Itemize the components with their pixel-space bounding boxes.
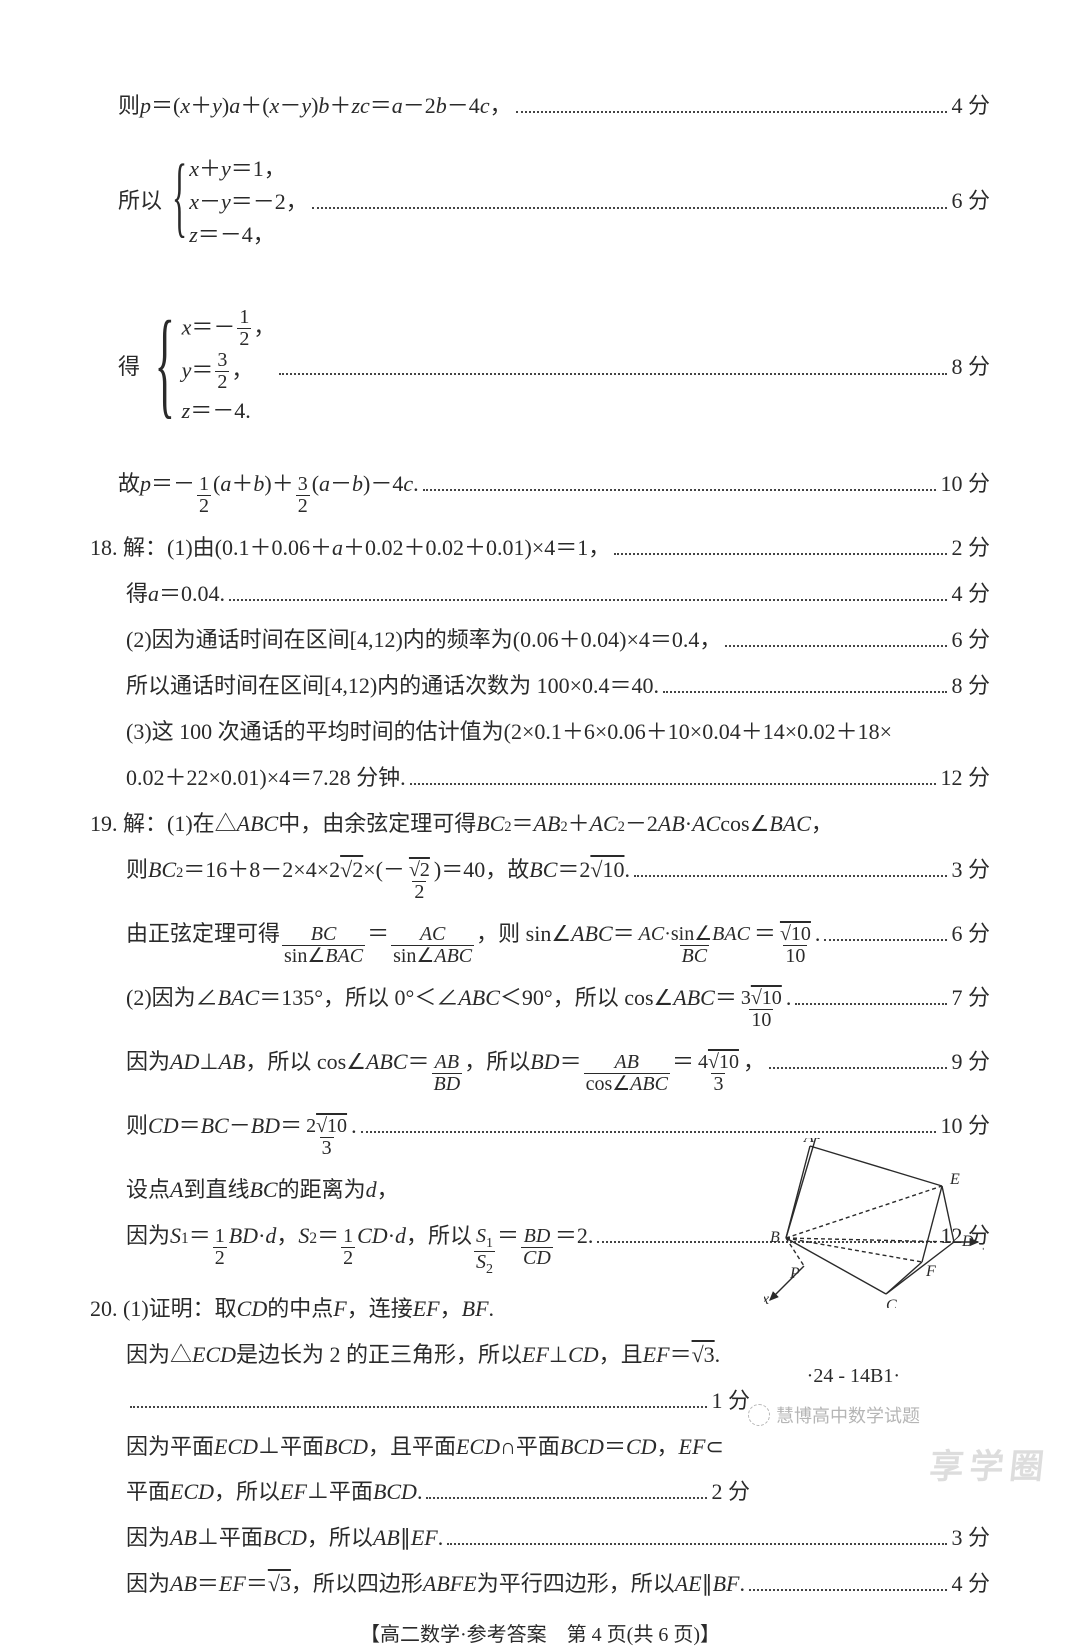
math-text: 则 p＝(x＋y)a＋(x－y)b＋zc＝a－2b－4c， — [118, 90, 512, 122]
step-line: 因为平面 ECD⊥平面 BCD，且平面 ECD∩平面 BCD＝CD，EF⊂ — [90, 1431, 990, 1463]
prefix: 得 — [118, 351, 140, 383]
step-line: (2)因为通话时间在区间[4,12)内的频率为(0.06＋0.04)×4＝0.4… — [90, 624, 990, 656]
score: 12 分 — [940, 762, 990, 794]
score: 6 分 — [951, 185, 990, 217]
svg-text:C: C — [886, 1297, 897, 1308]
score: 10 分 — [940, 468, 990, 500]
step-line: (3)这 100 次通话的平均时间的估计值为(2×0.1＋6×0.06＋10×0… — [90, 716, 990, 748]
score: 2 分 — [711, 1476, 750, 1508]
svg-text:D: D — [961, 1233, 974, 1250]
geometry-figure: ABCDEFPxyz — [764, 1138, 984, 1308]
wechat-text: 慧博高中数学试题 — [776, 1402, 920, 1428]
leader-dots — [516, 91, 948, 113]
leader-dots — [312, 187, 948, 209]
footer-text: 【高二数学·参考答案 第 4 页(共 6 页)】 — [360, 1624, 720, 1646]
svg-text:x: x — [764, 1291, 769, 1308]
svg-text:P: P — [789, 1265, 800, 1282]
score: 10 分 — [940, 1110, 990, 1142]
text: (2)因为通话时间在区间[4,12)内的频率为(0.06＋0.04)×4＝0.4… — [126, 624, 721, 656]
brace-content: x＝－12， y＝32， z＝－4. — [182, 308, 276, 427]
step-line: (2)因为∠BAC＝135°，所以 0°＜∠ABC＜90°，所以 cos∠ABC… — [90, 982, 990, 1032]
step-line: 平面 ECD，所以 EF⊥平面 BCD. 2 分 — [90, 1476, 990, 1508]
step-line: 因为 AD⊥AB，所以 cos∠ABC＝ABBD，所以 BD＝ABcos∠ABC… — [90, 1046, 990, 1096]
brace-content: x＋y＝1， x－y＝－2， z＝－4， — [189, 152, 308, 251]
score: 3 分 — [951, 1522, 990, 1554]
score: 4 分 — [951, 578, 990, 610]
score: 4 分 — [951, 90, 990, 122]
watermark: 享学圈 — [927, 1439, 1052, 1488]
text: 所以通话时间在区间[4,12)内的通话次数为 100×0.4＝40. — [126, 670, 659, 702]
score: 6 分 — [951, 624, 990, 656]
score: 1 分 — [711, 1385, 750, 1417]
step-line: 所以 { x＋y＝1， x－y＝－2， z＝－4， 6 分 — [90, 136, 990, 267]
step-line: 故 p＝－12(a＋b)＋32(a－b)－4c. 10 分 — [90, 468, 990, 518]
svg-text:y: y — [982, 1233, 984, 1250]
step-line: 则 BC2＝16＋8－2×4×2√2×(－√22)＝40，故 BC＝2√10. … — [90, 854, 990, 904]
text: (3)这 100 次通话的平均时间的估计值为(2×0.1＋6×0.06＋10×0… — [126, 716, 892, 748]
problem-18: 18. 解：(1)由(0.1＋0.06＋a＋0.02＋0.02＋0.01)×4＝… — [90, 532, 990, 564]
step-line: 则 p＝(x＋y)a＋(x－y)b＋zc＝a－2b－4c， 4 分 — [90, 90, 990, 122]
svg-text:A: A — [803, 1138, 814, 1146]
svg-text:E: E — [949, 1171, 960, 1188]
brace-icon: { — [155, 276, 175, 450]
score: 6 分 — [951, 918, 990, 950]
step-line: 因为 AB＝EF＝√3，所以四边形 ABFE 为平行四边形，所以 AE∥BF. … — [90, 1568, 990, 1600]
score: 7 分 — [951, 982, 990, 1014]
page-code: ·24 - 14B1· — [807, 1365, 900, 1388]
score: 8 分 — [951, 670, 990, 702]
score: 2 分 — [951, 532, 990, 564]
score: 4 分 — [951, 1568, 990, 1600]
step-line: 所以通话时间在区间[4,12)内的通话次数为 100×0.4＝40. 8 分 — [90, 670, 990, 702]
wechat-watermark: 慧博高中数学试题 — [748, 1402, 920, 1428]
score: 8 分 — [951, 351, 990, 383]
svg-text:F: F — [925, 1263, 936, 1280]
score: 9 分 — [951, 1046, 990, 1078]
problem-label: 18. 解： — [90, 532, 167, 564]
svg-text:B: B — [770, 1229, 780, 1246]
step-line: 得 a＝0.04. 4 分 — [90, 578, 990, 610]
problem-label: 20. (1)证明： — [90, 1293, 215, 1325]
prefix: 所以 — [118, 185, 162, 217]
page-footer: 【高二数学·参考答案 第 4 页(共 6 页)】 — [90, 1618, 990, 1647]
brace-icon: { — [172, 132, 187, 263]
score: 3 分 — [951, 854, 990, 886]
problem-label: 19. 解： — [90, 808, 167, 840]
step-line: 得 { x＝－12， y＝32， z＝－4. 8 分 — [90, 280, 990, 454]
step-line: 0.02＋22×0.01)×4＝7.28 分钟. 12 分 — [90, 762, 990, 794]
text: 0.02＋22×0.01)×4＝7.28 分钟. — [126, 762, 406, 794]
leader-dots — [279, 353, 947, 375]
step-line: 由正弦定理可得BCsin∠BAC＝ACsin∠ABC，则 sin∠ABC＝AC·… — [90, 918, 990, 968]
wechat-icon — [748, 1404, 770, 1426]
page-container: 则 p＝(x＋y)a＋(x－y)b＋zc＝a－2b－4c， 4 分 所以 { x… — [0, 0, 1080, 1518]
problem-19: 19. 解：(1)在△ABC 中，由余弦定理可得 BC2＝AB2＋AC2－2AB… — [90, 808, 990, 840]
step-line: 因为 AB⊥平面 BCD，所以 AB∥EF. 3 分 — [90, 1522, 990, 1554]
